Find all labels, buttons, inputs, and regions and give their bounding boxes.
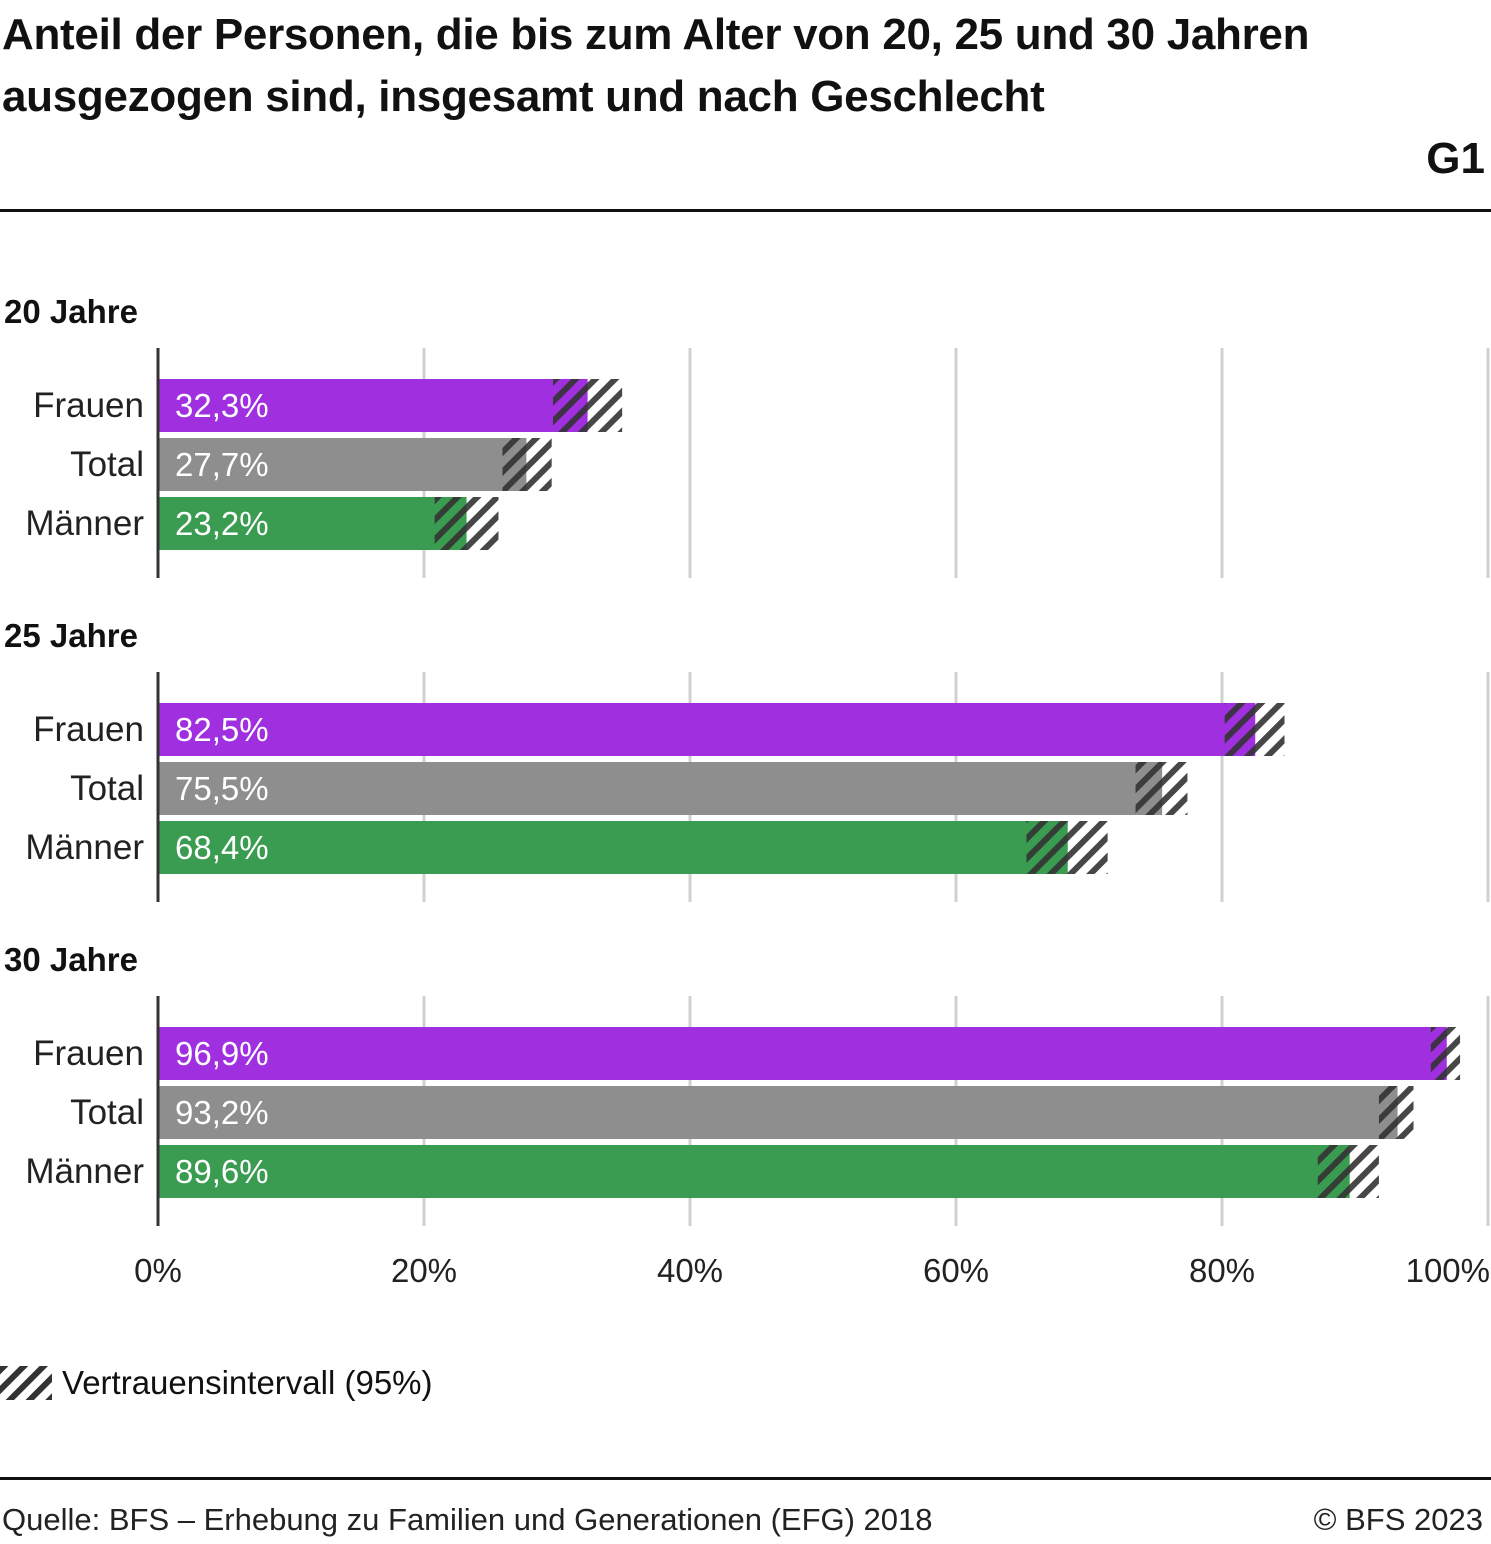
data-label: 93,2%	[175, 1094, 269, 1131]
copyright-note: © BFS 2023	[1313, 1502, 1483, 1537]
panel-label: 20 Jahre	[4, 293, 138, 330]
data-label: 75,5%	[175, 770, 269, 807]
data-label: 27,7%	[175, 446, 269, 483]
x-tick-label: 40%	[657, 1252, 723, 1289]
category-label: Total	[70, 1093, 144, 1132]
data-label: 23,2%	[175, 505, 269, 542]
bar-total	[158, 762, 1163, 815]
bar-männer	[158, 821, 1068, 874]
x-tick-label: 80%	[1189, 1252, 1255, 1289]
x-tick-label: 100%	[1406, 1252, 1490, 1289]
confidence-interval	[1378, 1086, 1414, 1139]
category-label: Männer	[25, 1152, 144, 1191]
x-tick-label: 60%	[923, 1252, 989, 1289]
data-label: 32,3%	[175, 387, 269, 424]
confidence-interval	[553, 379, 623, 432]
x-tick-label: 20%	[391, 1252, 457, 1289]
x-tick-label: 0%	[134, 1252, 182, 1289]
bar-frauen	[158, 703, 1256, 756]
category-label: Total	[70, 769, 144, 808]
confidence-interval	[1026, 821, 1108, 874]
data-label: 89,6%	[175, 1153, 269, 1190]
bar-total	[158, 438, 527, 491]
bar-männer	[158, 1145, 1350, 1198]
category-label: Männer	[25, 504, 144, 543]
source-note: Quelle: BFS – Erhebung zu Familien und G…	[2, 1502, 933, 1537]
hatch-pattern-icon	[0, 1366, 52, 1400]
graphic-id: G1	[1426, 134, 1485, 183]
bar-männer	[158, 497, 467, 550]
data-label: 68,4%	[175, 829, 269, 866]
confidence-interval	[1224, 703, 1285, 756]
data-label: 82,5%	[175, 711, 269, 748]
category-label: Männer	[25, 828, 144, 867]
confidence-interval	[1317, 1145, 1379, 1198]
confidence-interval	[502, 438, 552, 491]
category-label: Frauen	[33, 1034, 144, 1073]
confidence-interval	[434, 497, 499, 550]
confidence-interval	[1430, 1027, 1461, 1080]
bar-chart: 20 Jahre Frauen 32,3% Total 27,7% Männer 23,2%…	[4, 293, 1490, 1289]
panel-label: 30 Jahre	[4, 941, 138, 978]
confidence-interval	[1135, 762, 1188, 815]
bars	[158, 379, 1461, 1198]
bar-frauen	[158, 1027, 1447, 1080]
bottom-divider	[0, 1477, 1491, 1480]
bar-frauen	[158, 379, 588, 432]
top-divider	[0, 209, 1491, 212]
category-label: Frauen	[33, 710, 144, 749]
legend: Vertrauensintervall (95%)	[0, 1362, 433, 1404]
labels: 20 Jahre Frauen 32,3% Total 27,7% Männer 23,2%…	[4, 293, 1490, 1289]
category-label: Frauen	[33, 386, 144, 425]
category-label: Total	[70, 445, 144, 484]
legend-label: Vertrauensintervall (95%)	[62, 1364, 433, 1401]
data-label: 96,9%	[175, 1035, 269, 1072]
panel-label: 25 Jahre	[4, 617, 138, 654]
bar-total	[158, 1086, 1398, 1139]
chart-title: Anteil der Personen, die bis zum Alter v…	[2, 10, 1310, 121]
